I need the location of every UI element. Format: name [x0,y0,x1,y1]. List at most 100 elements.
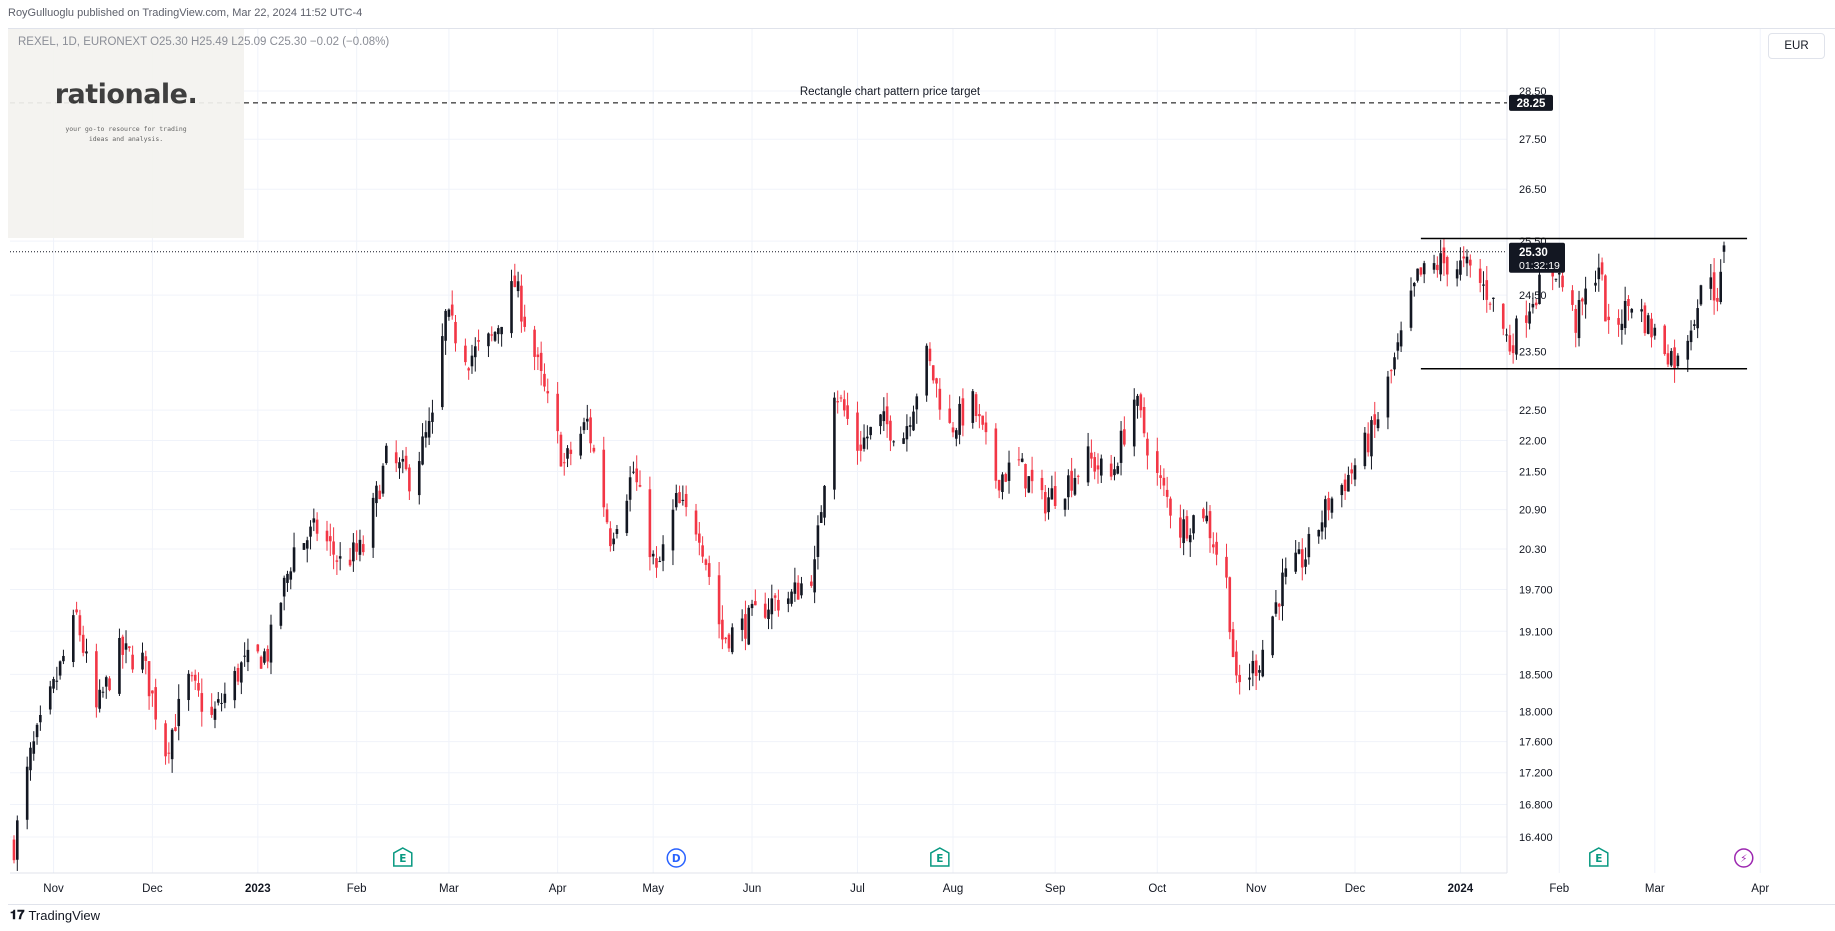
candle-body [997,479,1001,491]
candle-body [487,333,490,347]
candle-body [724,637,727,640]
candle-body [193,674,197,681]
split-event-icon[interactable]: ⚡ [1734,848,1754,868]
x-tick-label: Nov [1246,883,1267,895]
tradingview-footer[interactable]: 𝟏𝟕 TradingView [10,907,100,923]
candle-body [398,462,401,469]
candle-body [312,518,316,523]
candle-body [1086,446,1090,483]
candle [1699,284,1703,307]
candle [997,479,1001,499]
candle [605,503,609,525]
candle-body [1146,438,1149,456]
earnings-event-icon[interactable]: E [1589,847,1609,867]
y-tick-label: 22.50 [1519,405,1547,417]
candle [678,485,681,504]
y-tick-label: 18.500 [1519,669,1553,681]
candle [1254,654,1258,690]
candle [52,676,55,694]
candle-body [477,340,480,342]
candle-body [1261,649,1265,677]
candle-body [1719,271,1723,303]
candle [352,533,355,572]
candle [1485,266,1489,313]
candle-body [447,309,451,317]
candle [1640,298,1643,323]
candle-body [889,420,892,441]
candle-body [1689,330,1693,343]
candle [487,332,490,358]
candle-body [582,422,586,431]
candle-body [1386,376,1390,418]
candle [842,390,846,417]
candle [95,643,98,718]
earnings-event-icon[interactable]: E [930,847,950,867]
candle-body [1515,318,1518,355]
candle [931,365,935,384]
candle [464,338,467,366]
candle [938,378,942,420]
candle [971,388,975,429]
candle-body [385,445,388,464]
candles [12,238,1726,871]
candle [1284,557,1288,585]
candle [1027,476,1031,494]
candle [1597,253,1601,292]
candle [1073,468,1077,497]
candle-body [325,530,329,542]
candle [889,415,892,452]
candle-body [981,415,984,425]
candle-body [417,461,421,496]
candle [1040,469,1044,500]
candle-body [263,651,266,663]
price-target-badge [1509,94,1553,111]
earnings-event-icon[interactable]: E [393,847,413,867]
candle-body [1258,670,1261,673]
rectangle-pattern[interactable] [1420,237,1748,370]
candle [1327,491,1330,521]
y-tick-label: 18.000 [1519,706,1553,718]
candle [187,670,190,711]
candle-body [1528,311,1531,324]
candle-body [813,559,816,593]
candle-body [424,432,428,438]
y-tick-label: 20.30 [1519,544,1547,556]
dividend-event-icon[interactable]: D [666,848,687,868]
candle [1396,333,1400,360]
candle-body [1505,334,1508,336]
candle-body [394,452,398,464]
candle [1459,247,1462,281]
candle-body [1132,399,1136,447]
candle-body [1376,419,1380,429]
candle-body [928,348,932,362]
candle-body [15,820,19,860]
candle [862,424,866,452]
candle [612,532,615,552]
candle-body [329,536,332,542]
candle [154,678,157,730]
candle-body [1307,533,1311,558]
candle [810,575,813,588]
candle [1235,640,1238,684]
currency-button[interactable]: EUR [1768,33,1825,59]
candle-body [302,543,306,550]
candle [421,423,424,466]
candle-body [190,675,194,677]
candle-body [1202,509,1205,519]
candle [124,630,128,664]
candle [915,393,919,424]
candle-body [1607,316,1610,321]
candle-body [1004,474,1008,482]
candle-body [698,533,701,543]
candle [833,392,836,500]
candle-body [678,492,681,504]
candle-body [1676,355,1680,367]
event-markers[interactable]: E D E E ⚡ [393,847,1754,868]
candle [355,530,358,561]
candle-body [1501,303,1505,329]
candle-body [1617,318,1620,325]
candle-body [467,368,470,371]
candle [533,325,536,371]
candle-body [1557,272,1561,275]
